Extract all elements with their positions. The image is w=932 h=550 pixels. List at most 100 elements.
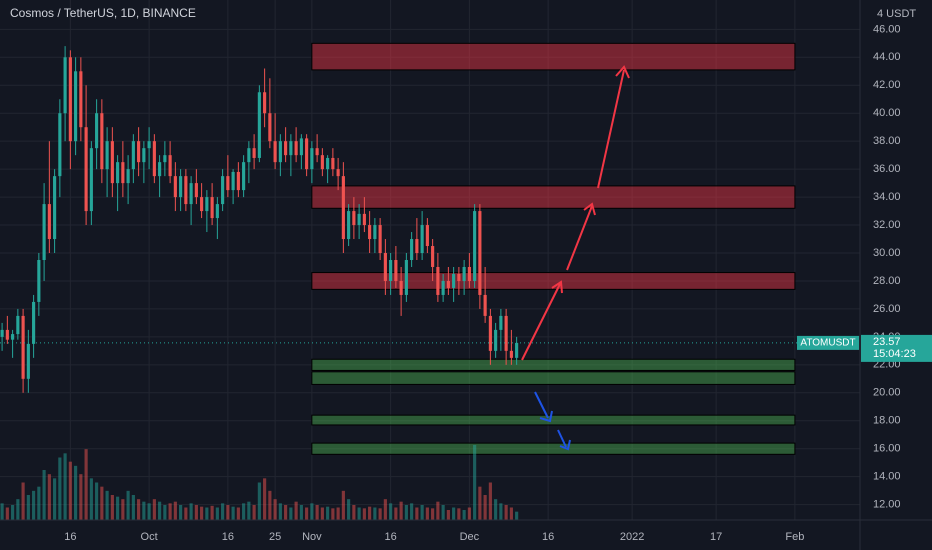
volume-bar	[11, 505, 15, 520]
candle-body	[263, 92, 267, 114]
volume-bar	[200, 506, 204, 520]
volume-bar	[53, 478, 57, 520]
candle-body	[257, 92, 261, 158]
arrow	[557, 429, 567, 448]
volume-bar	[231, 506, 235, 520]
arrow-head	[551, 280, 563, 294]
volume-bar	[389, 503, 393, 520]
x-tick-label: 16	[384, 531, 396, 543]
zone	[311, 371, 796, 385]
volume-bar	[131, 495, 135, 520]
candle-body	[320, 155, 324, 170]
candle-body	[383, 253, 387, 281]
volume-bar	[452, 507, 456, 520]
zone	[311, 185, 796, 209]
candle-body	[21, 315, 25, 379]
arrows	[521, 65, 630, 451]
x-tick-label: 2022	[620, 531, 644, 543]
symbol-label: ATOMUSDT	[800, 338, 855, 349]
candle-body	[37, 260, 41, 302]
volume-bar	[263, 478, 267, 520]
volume-bar	[205, 507, 209, 520]
price-label: 23.57	[873, 336, 901, 348]
volume-bar	[268, 490, 272, 520]
x-tick-label: Dec	[460, 531, 480, 543]
y-tick-label: 14.00	[873, 471, 901, 483]
y-tick-label: 26.00	[873, 303, 901, 315]
candle-body	[441, 280, 445, 295]
x-tick-label: Nov	[302, 531, 322, 543]
volume-bar	[441, 505, 445, 520]
volume-bar	[100, 486, 104, 520]
candle-body	[509, 350, 513, 358]
volume-bar	[89, 478, 93, 520]
volume-bar	[63, 453, 67, 520]
candle-body	[184, 176, 188, 205]
candle-body	[147, 141, 151, 149]
candle-body	[16, 315, 20, 335]
volume-bar	[284, 505, 288, 520]
countdown-label: 15:04:23	[873, 348, 916, 360]
candle-body	[289, 141, 293, 156]
candle-body	[436, 266, 440, 295]
candle-body	[378, 225, 382, 254]
zone	[311, 442, 796, 455]
candle-body	[357, 213, 361, 226]
volume-bar	[467, 507, 471, 520]
candle-body	[95, 113, 99, 149]
candle-body	[515, 342, 519, 358]
candle-body	[79, 71, 83, 128]
candle-body	[278, 141, 282, 163]
zone	[311, 414, 796, 426]
y-tick-label: 16.00	[873, 443, 901, 455]
candle-body	[68, 57, 72, 142]
candle-body	[431, 246, 435, 267]
candle-body	[494, 329, 498, 351]
grid	[0, 0, 860, 520]
y-tick-label: 28.00	[873, 275, 901, 287]
volume-bar	[462, 510, 466, 520]
candle-body	[47, 204, 51, 240]
candle-body	[315, 148, 319, 156]
candle-body	[305, 138, 309, 170]
volume-bar	[236, 507, 240, 520]
candle-body	[473, 211, 477, 281]
x-tick-label: 25	[269, 531, 281, 543]
volume-bar	[399, 501, 403, 520]
candle-body	[116, 162, 120, 184]
volume-bar	[504, 505, 508, 520]
volume-bar	[16, 499, 20, 520]
volume-bar	[168, 503, 172, 520]
candle-body	[110, 141, 114, 184]
volume-bar	[478, 486, 482, 520]
candle-body	[194, 183, 198, 198]
volume-bar	[163, 505, 167, 520]
volume-bar	[42, 470, 46, 520]
candle-body	[5, 329, 9, 340]
volume-bar	[5, 507, 9, 520]
candle-body	[84, 127, 88, 212]
volume-bar	[289, 507, 293, 520]
volume-bar	[425, 507, 429, 520]
candle-body	[373, 225, 377, 240]
volume-bar	[21, 482, 25, 520]
volume-bar	[47, 474, 51, 520]
volume-bar	[152, 499, 156, 520]
candle-body	[273, 141, 277, 163]
volume-bar	[373, 507, 377, 520]
candle-body	[284, 141, 288, 156]
volume-bar	[278, 503, 282, 520]
candle-body	[252, 148, 256, 158]
y-tick-label: 44.00	[873, 51, 901, 63]
candle-body	[247, 148, 251, 163]
candle-body	[121, 162, 125, 184]
candle-body	[168, 155, 172, 177]
candle-body	[221, 176, 225, 205]
x-tick-label: 16	[222, 531, 234, 543]
y-tick-label: 38.00	[873, 135, 901, 147]
x-tick-label: Feb	[785, 531, 804, 543]
volume-bar	[410, 503, 414, 520]
price-tag	[861, 334, 932, 362]
candle-body	[58, 113, 62, 177]
